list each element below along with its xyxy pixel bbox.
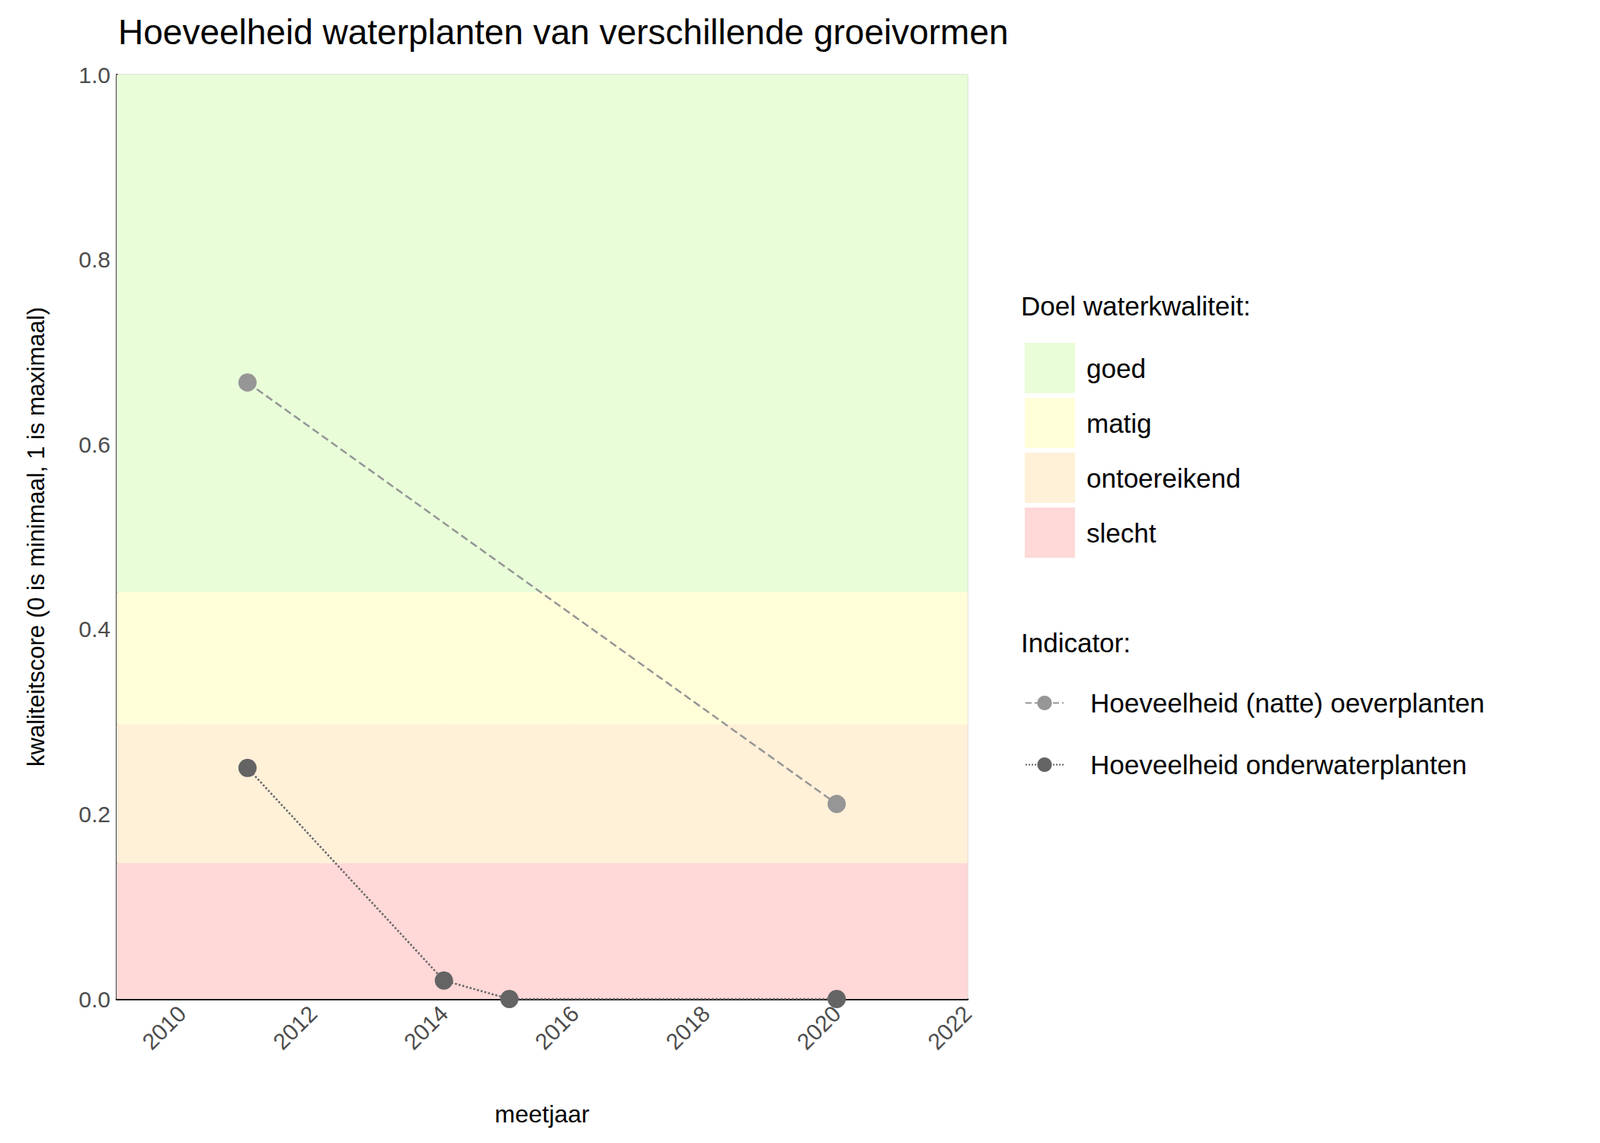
svg-text:ontoereikend: ontoereikend [1086,463,1241,493]
svg-text:0.4: 0.4 [78,616,111,642]
svg-text:2010: 2010 [137,1000,192,1055]
svg-text:0.8: 0.8 [78,246,111,272]
svg-text:2014: 2014 [399,1000,454,1055]
svg-text:Indicator:: Indicator: [1020,627,1131,658]
svg-text:slecht: slecht [1086,518,1157,548]
svg-text:0.2: 0.2 [78,801,111,827]
svg-text:meetjaar: meetjaar [494,1100,590,1128]
svg-text:matig: matig [1086,408,1152,439]
svg-text:2012: 2012 [268,1000,323,1055]
svg-text:kwaliteitscore (0 is minimaal,: kwaliteitscore (0 is minimaal, 1 is maxi… [22,307,50,767]
svg-text:2022: 2022 [922,1000,977,1055]
svg-text:2016: 2016 [530,1000,585,1055]
svg-text:Hoeveelheid onderwaterplanten: Hoeveelheid onderwaterplanten [1090,749,1467,780]
svg-text:1.0: 1.0 [78,62,111,88]
svg-text:2018: 2018 [660,1000,715,1055]
svg-text:0.0: 0.0 [78,986,111,1012]
svg-text:goed: goed [1086,353,1146,384]
svg-text:Hoeveelheid waterplanten van v: Hoeveelheid waterplanten van verschillen… [118,12,1009,52]
svg-text:2020: 2020 [791,1000,846,1055]
svg-text:0.6: 0.6 [78,432,111,458]
svg-text:Hoeveelheid (natte) oeverplant: Hoeveelheid (natte) oeverplanten [1090,688,1485,718]
svg-text:Doel waterkwaliteit:: Doel waterkwaliteit: [1020,291,1252,321]
